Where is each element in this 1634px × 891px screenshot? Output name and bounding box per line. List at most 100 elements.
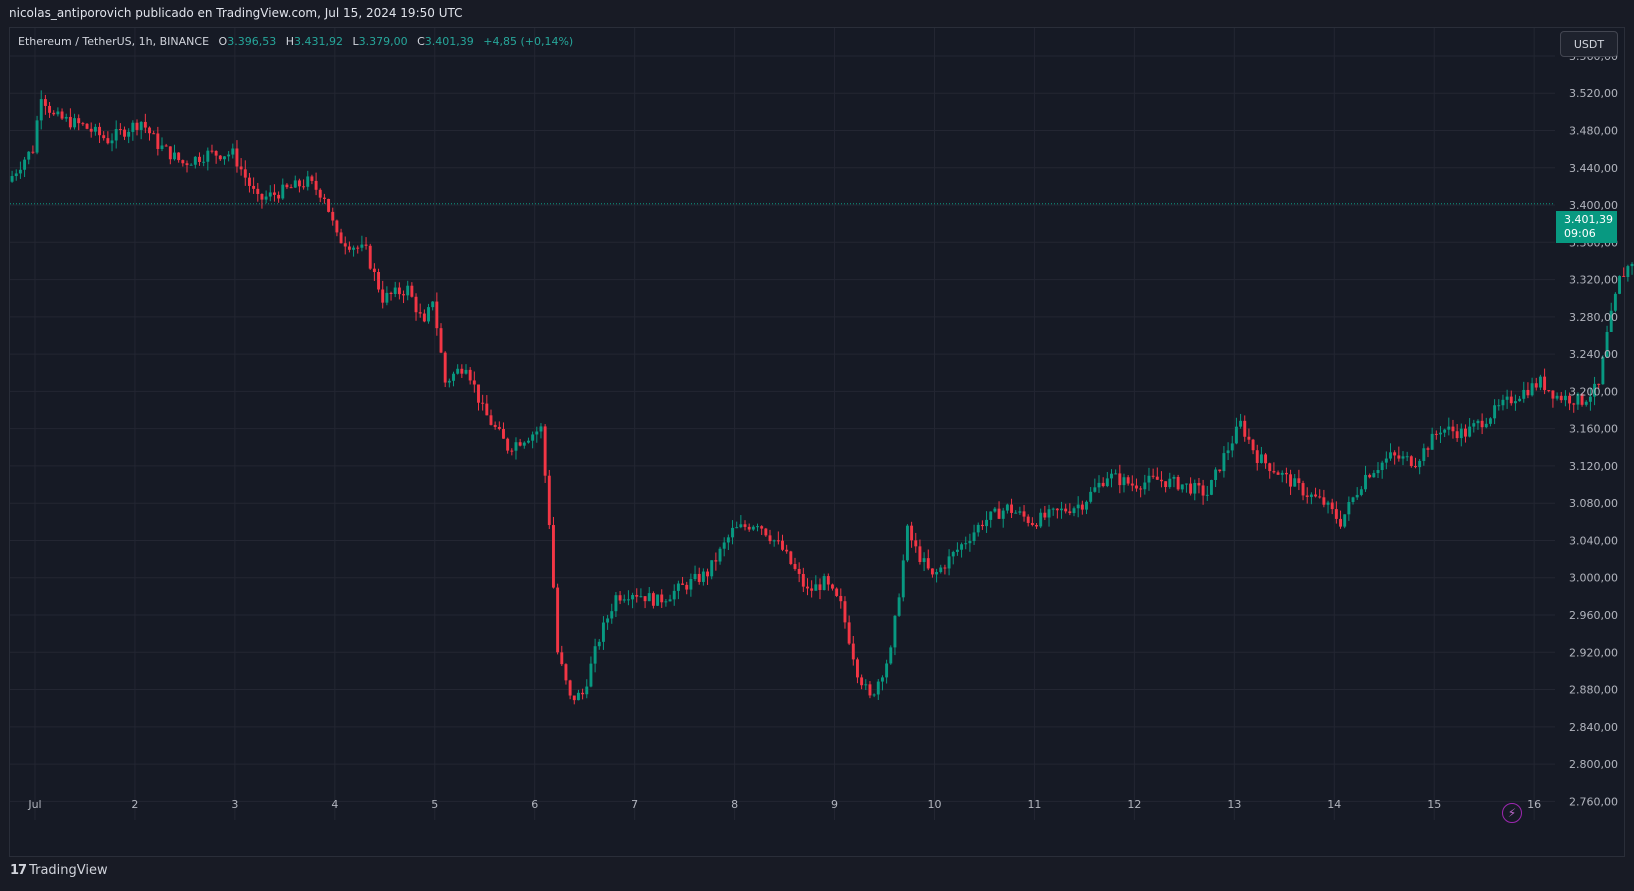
time-tick-label: 4 (331, 798, 338, 811)
candle-body (676, 583, 680, 591)
candle-body (1422, 448, 1426, 461)
candle-body (1101, 482, 1105, 487)
candle-body (893, 615, 897, 648)
candle-body (23, 159, 27, 170)
candle-body (1476, 420, 1480, 424)
candle-body (701, 571, 705, 582)
candle-body (1197, 482, 1201, 486)
candle-body (310, 176, 314, 181)
candle-body (1089, 491, 1093, 502)
candle-body (1576, 393, 1580, 405)
candle-body (1018, 511, 1022, 513)
candle-body (1513, 401, 1517, 404)
candle-body (468, 369, 472, 381)
open-label: O (218, 35, 228, 48)
candle-body (447, 380, 451, 383)
candle-body (1568, 395, 1572, 404)
candle-body (339, 232, 343, 244)
candle-body (980, 524, 984, 527)
candle-body (427, 307, 430, 322)
time-tick-label: 15 (1427, 798, 1441, 811)
candle-body (1122, 477, 1126, 486)
candle-body (722, 542, 726, 549)
candle-body (164, 145, 168, 147)
time-tick-label: 5 (431, 798, 438, 811)
time-tick-label: 6 (531, 798, 538, 811)
candle-body (1572, 403, 1576, 405)
candle-body (1455, 431, 1459, 439)
candle-body (439, 328, 443, 353)
candle-body (277, 194, 281, 199)
candle-body (1359, 489, 1363, 495)
candle-body (1022, 511, 1026, 517)
candle-body (606, 618, 610, 623)
candle-body (1376, 470, 1380, 474)
candle-body (1010, 504, 1014, 513)
candle-body (381, 289, 385, 303)
time-tick-label: 14 (1327, 798, 1341, 811)
candle-body (206, 150, 210, 162)
candle-body (1526, 389, 1530, 396)
candle-body (1276, 472, 1280, 475)
candle-body (789, 551, 793, 564)
candle-body (1597, 383, 1601, 385)
candle-body (793, 563, 797, 569)
candle-body (1555, 395, 1559, 399)
candle-body (935, 572, 939, 575)
candle-body (922, 558, 926, 563)
candle-body (1351, 497, 1355, 503)
candle-body (1551, 390, 1555, 399)
price-tick-label: 3.040,00 (1569, 534, 1618, 547)
candle-body (843, 601, 847, 623)
candle-body (1397, 455, 1401, 459)
candle-body (139, 121, 143, 130)
price-tick-label: 3.440,00 (1569, 162, 1618, 175)
candle-body (751, 526, 755, 530)
candle-body (1534, 383, 1538, 388)
candle-body (1305, 495, 1309, 497)
candle-body (385, 292, 389, 303)
low-value: 3.379,00 (358, 35, 408, 48)
candle-body (110, 140, 114, 144)
candle-body (506, 438, 510, 451)
close-label: C (417, 35, 425, 48)
price-tick-label: 2.880,00 (1569, 684, 1618, 697)
candle-body (39, 99, 43, 121)
candle-body (1630, 263, 1634, 267)
candle-body (202, 161, 206, 163)
candle-body (1001, 510, 1005, 519)
candle-body (635, 595, 639, 597)
candle-body (60, 111, 64, 119)
candle-body (247, 177, 251, 186)
candle-body (1314, 494, 1318, 497)
candle-body (806, 586, 809, 589)
candle-body (997, 508, 1001, 519)
candle-body (989, 511, 993, 520)
candle-body (239, 166, 243, 170)
candle-body (560, 652, 564, 665)
candle-body (322, 197, 326, 199)
candle-body (710, 560, 714, 577)
price-tick-label: 3.480,00 (1569, 124, 1618, 137)
low-label: L (352, 35, 359, 48)
candle-body (327, 198, 331, 212)
candle-body (1318, 496, 1322, 498)
currency-button[interactable]: USDT (1560, 31, 1618, 57)
candle-body (127, 131, 131, 137)
candle-body (1035, 525, 1038, 527)
candle-body (1130, 483, 1134, 486)
candle-body (1043, 512, 1047, 518)
candle-body (681, 583, 685, 585)
candle-body (1143, 482, 1147, 490)
lightning-icon[interactable]: ⚡ (1502, 803, 1522, 823)
candle-body (1080, 504, 1084, 510)
candle-body (123, 129, 126, 137)
candle-body (1264, 454, 1268, 464)
candle-body (264, 196, 268, 200)
candle-body (218, 155, 222, 160)
candle-body (1384, 458, 1388, 463)
candle-body (193, 156, 197, 165)
price-tick-label: 3.160,00 (1569, 423, 1618, 436)
candle-body (593, 646, 597, 664)
